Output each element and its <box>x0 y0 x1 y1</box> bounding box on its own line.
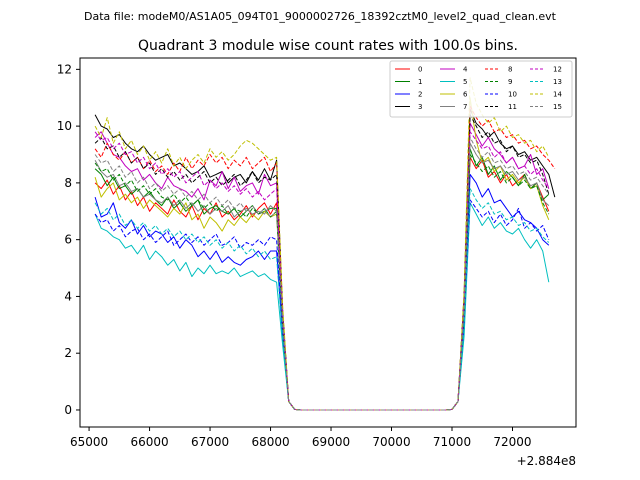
y-tick-label: 2 <box>64 346 72 360</box>
legend-label-3: 3 <box>418 103 422 111</box>
legend-label-1: 1 <box>418 78 422 86</box>
chart-title: Quadrant 3 module wise count rates with … <box>138 38 518 54</box>
series-line-11 <box>94 114 550 411</box>
legend-label-15: 15 <box>553 103 562 111</box>
x-tick-label: 72000 <box>493 435 531 449</box>
x-tick-label: 68000 <box>251 435 289 449</box>
legend-label-7: 7 <box>463 103 467 111</box>
legend-label-4: 4 <box>463 66 468 74</box>
legend-label-2: 2 <box>418 91 422 99</box>
y-tick-label: 8 <box>64 176 72 190</box>
series-line-12 <box>94 131 550 411</box>
y-tick-label: 6 <box>64 233 72 247</box>
y-tick-label: 4 <box>64 289 72 303</box>
y-tick-label: 12 <box>57 62 72 76</box>
legend-label-11: 11 <box>508 103 517 111</box>
legend-label-9: 9 <box>508 78 512 86</box>
legend-label-12: 12 <box>553 66 562 74</box>
x-axis: 65000 66000 67000 68000 69000 70000 71000 72000 <box>70 427 532 449</box>
series-layer <box>94 77 556 411</box>
x-tick-label: 65000 <box>70 435 108 449</box>
x-tick-label: 70000 <box>372 435 410 449</box>
x-tick-label: 66000 <box>130 435 168 449</box>
x-tick-label: 69000 <box>312 435 350 449</box>
y-tick-label: 0 <box>64 403 72 417</box>
x-offset-label: +2.884e8 <box>517 454 576 468</box>
x-tick-label: 71000 <box>433 435 471 449</box>
plot-frame <box>79 57 577 428</box>
legend-box <box>389 60 573 118</box>
legend-label-14: 14 <box>553 91 562 99</box>
legend-label-10: 10 <box>508 91 517 99</box>
legend-label-13: 13 <box>553 78 562 86</box>
legend-label-0: 0 <box>418 66 422 74</box>
legend-label-8: 8 <box>508 66 512 74</box>
plot-area <box>80 58 576 427</box>
series-line-15 <box>94 137 550 411</box>
legend-label-5: 5 <box>463 78 467 86</box>
legend-label-6: 6 <box>463 91 468 99</box>
x-tick-label: 67000 <box>191 435 229 449</box>
y-tick-label: 10 <box>57 119 72 133</box>
chart-suptitle: Data file: modeM0/AS1A05_094T01_90000027… <box>84 10 557 23</box>
y-axis: 0 2 4 6 8 10 12 <box>57 62 80 417</box>
